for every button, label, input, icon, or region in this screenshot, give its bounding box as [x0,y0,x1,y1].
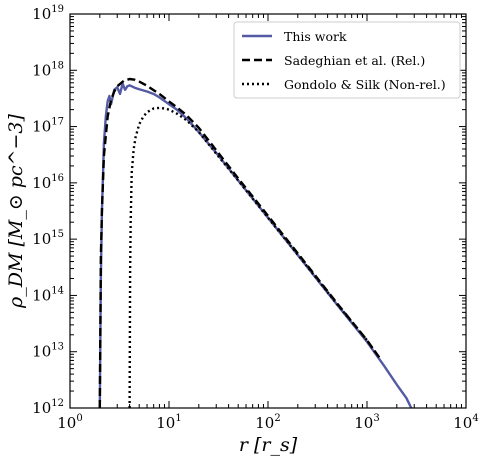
series-line-3 [128,106,376,408]
plot-frame-rect [69,13,467,409]
y-tick-label: 1017 [32,117,64,136]
series-lines [98,77,413,408]
legend-label-1: This work [284,29,347,44]
y-tick-label: 1012 [32,398,64,417]
x-tick-label: 101 [156,413,181,432]
x-tick-label: 100 [57,413,82,432]
y-tick-label: 1016 [32,173,64,192]
y-axis-label: ρ_DM [M_⊙ pc^−3] [5,113,27,308]
axis-labels: r [r_s] ρ_DM [M_⊙ pc^−3] [5,113,298,456]
x-tick-label: 104 [453,413,478,432]
legend-label-3: Gondolo & Silk (Non-rel.) [284,77,446,92]
y-tick-label: 1014 [32,285,64,304]
series-line-1 [98,82,413,408]
y-tick-label: 1018 [32,60,64,79]
tick-labels: 100 101 102 103 104 1012 1013 1014 1015 1016 1017 1… [32,4,479,432]
x-tick-label: 102 [255,413,280,432]
legend: This work Sadeghian et al. (Rel.) Gondolo … [233,21,461,99]
legend-label-2: Sadeghian et al. (Rel.) [284,53,425,68]
y-tick-label: 1015 [32,229,64,248]
plot-frame [69,13,467,409]
series-line-2 [98,77,383,408]
x-tick-label: 103 [354,413,379,432]
axis-ticks [69,14,466,409]
y-tick-label: 1013 [32,342,64,361]
legend-box [233,21,461,99]
y-tick-label: 1019 [32,4,64,23]
x-axis-label: r [r_s] [239,434,298,456]
